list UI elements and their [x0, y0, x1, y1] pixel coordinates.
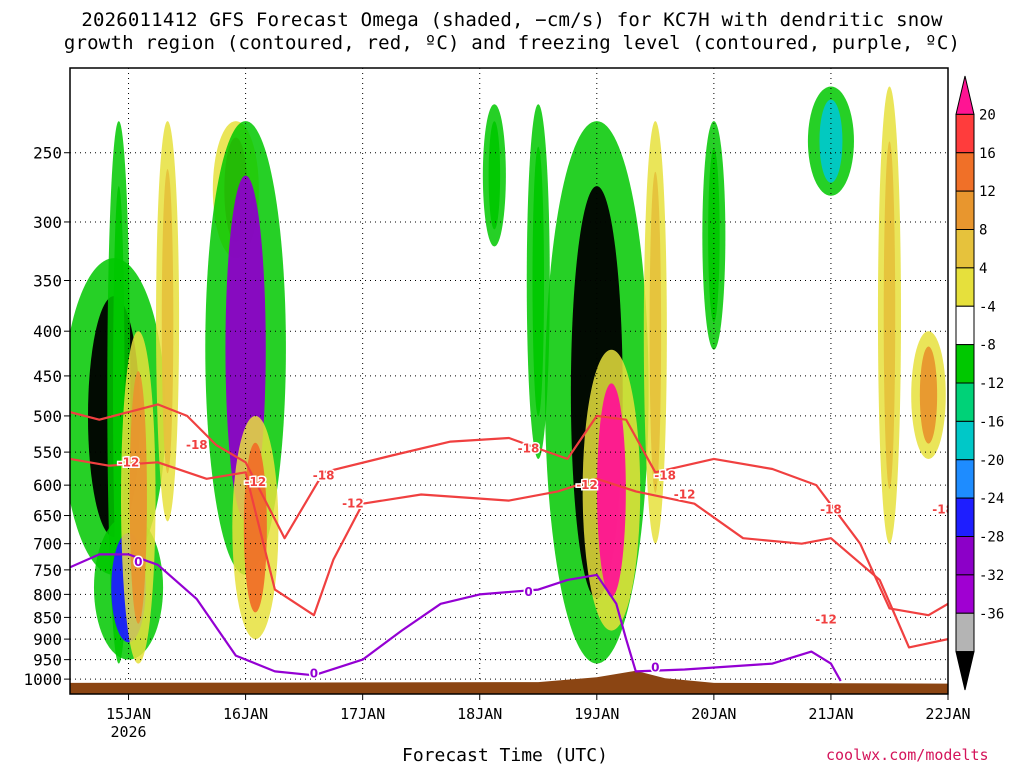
contour-label: 0 [524, 585, 532, 599]
y-tick-label: 950 [33, 651, 62, 670]
contour-label: -12 [815, 613, 837, 627]
y-tick-label: 900 [33, 630, 62, 649]
contour-label: -18 [820, 503, 842, 517]
omega-cell-core [243, 442, 267, 613]
plot-frame [69, 67, 949, 695]
x-tick-label: 20JAN [691, 705, 736, 723]
x-tick-label: 19JAN [574, 705, 619, 723]
contour-line [70, 457, 948, 649]
colorbar-label: -16 [979, 414, 1004, 430]
colorbar-swatch [955, 229, 975, 269]
colorbar-swatch [955, 344, 975, 384]
contour-label: -18 [518, 442, 540, 456]
source-footer[interactable]: coolwx.com/modelts [826, 746, 989, 764]
colorbar-label: 16 [979, 146, 996, 162]
chart-title-line-1: 2026011412 GFS Forecast Omega (shaded, −… [81, 9, 943, 31]
colorbar-swatch [955, 305, 975, 346]
omega-cell-core [597, 383, 626, 597]
colorbar-swatch [955, 152, 975, 192]
contour-label: 0 [134, 555, 142, 569]
terrain [70, 670, 948, 694]
colorbar-swatch [955, 113, 975, 154]
contour-label: -18 [186, 438, 208, 452]
y-tick-label: 500 [33, 407, 62, 426]
colorbar-swatch [955, 459, 975, 499]
x-tick-label: 18JAN [457, 705, 502, 723]
contour-label: -12 [576, 478, 598, 492]
contours: -18 -18 -18 -18 -18 -18 -12 -12 -12 -12 -12 -12 0 0 0 0 [70, 403, 954, 682]
terrain-fill [70, 670, 948, 694]
colorbar: 20 16 12 8 4 -4 -8 -12 -16 -20 -24 -28 -32 -36 [955, 75, 1004, 691]
omega-cell-core [883, 141, 896, 489]
y-tick-label: 1000 [23, 670, 62, 689]
colorbar-swatch [955, 382, 975, 422]
y-tick-label: 300 [33, 213, 62, 232]
y-tick-label: 350 [33, 271, 62, 290]
colorbar-label: 20 [979, 107, 996, 123]
contour-label: -12 [118, 455, 140, 469]
colorbar-swatch [955, 612, 975, 653]
y-tick-label: 250 [33, 144, 62, 163]
colorbar-label: -12 [979, 376, 1004, 392]
contour-line [70, 553, 842, 682]
x-tick-sublabel: 2026 [110, 723, 146, 741]
colorbar-swatch [955, 497, 975, 537]
contour-label: -12 [342, 497, 364, 511]
y-tick-label: 850 [33, 608, 62, 627]
contour-label: -18 [313, 469, 335, 483]
omega-cell-core [819, 99, 843, 183]
x-tick-label: 16JAN [223, 705, 268, 723]
omega-cell-core [708, 148, 720, 323]
contour-label: -12 [245, 475, 267, 489]
colorbar-label: -36 [979, 606, 1004, 622]
y-tick-label: 800 [33, 585, 62, 604]
colorbar-top-arrow [955, 75, 975, 115]
y-tick-label: 750 [33, 561, 62, 580]
colorbar-bottom-arrow [955, 651, 975, 691]
omega-cell-core [161, 169, 174, 474]
y-tick-label: 450 [33, 367, 62, 386]
x-tick-label: 21JAN [808, 705, 853, 723]
y-tick-label: 400 [33, 322, 62, 341]
colorbar-swatch [955, 574, 975, 614]
y-tick-label: 650 [33, 507, 62, 526]
y-tick-label: 700 [33, 535, 62, 554]
x-axis-title: Forecast Time (UTC) [402, 745, 608, 766]
chart-title-line-2: growth region (contoured, red, ºC) and f… [63, 32, 961, 54]
x-tick-label: 17JAN [340, 705, 385, 723]
colorbar-swatch [955, 190, 975, 230]
colorbar-label: 4 [979, 261, 987, 277]
omega-cell-core [919, 346, 938, 444]
colorbar-label: -28 [979, 530, 1004, 546]
x-tick-label: 22JAN [925, 705, 970, 723]
colorbar-label: -4 [979, 299, 996, 315]
colorbar-label: 8 [979, 223, 987, 239]
colorbar-label: -20 [979, 453, 1004, 469]
contour-line [70, 403, 948, 617]
colorbar-label: -24 [979, 491, 1004, 507]
contour-label: 0 [310, 666, 318, 680]
colorbar-swatch [955, 536, 975, 576]
colorbar-label: -32 [979, 568, 1004, 584]
omega-cell-core [649, 171, 662, 493]
colorbar-swatch [955, 420, 975, 461]
y-tick-label: 550 [33, 443, 62, 462]
omega-cell-core [488, 121, 501, 230]
y-tick-label: 600 [33, 476, 62, 495]
colorbar-label: -8 [979, 338, 996, 354]
contour-label: -18 [932, 503, 954, 517]
omega-cell-core [532, 146, 545, 417]
colorbar-swatch [955, 267, 975, 307]
omega-shading [70, 86, 946, 664]
x-tick-label: 15JAN [106, 705, 151, 723]
contour-label: -18 [654, 469, 676, 483]
colorbar-label: 12 [979, 184, 996, 200]
contour-label: -12 [674, 488, 696, 502]
y-axis: 250 300 350 400 450 500 550 600 650 700 750 800 850 9… [23, 144, 70, 689]
contour-label: 0 [651, 661, 659, 675]
